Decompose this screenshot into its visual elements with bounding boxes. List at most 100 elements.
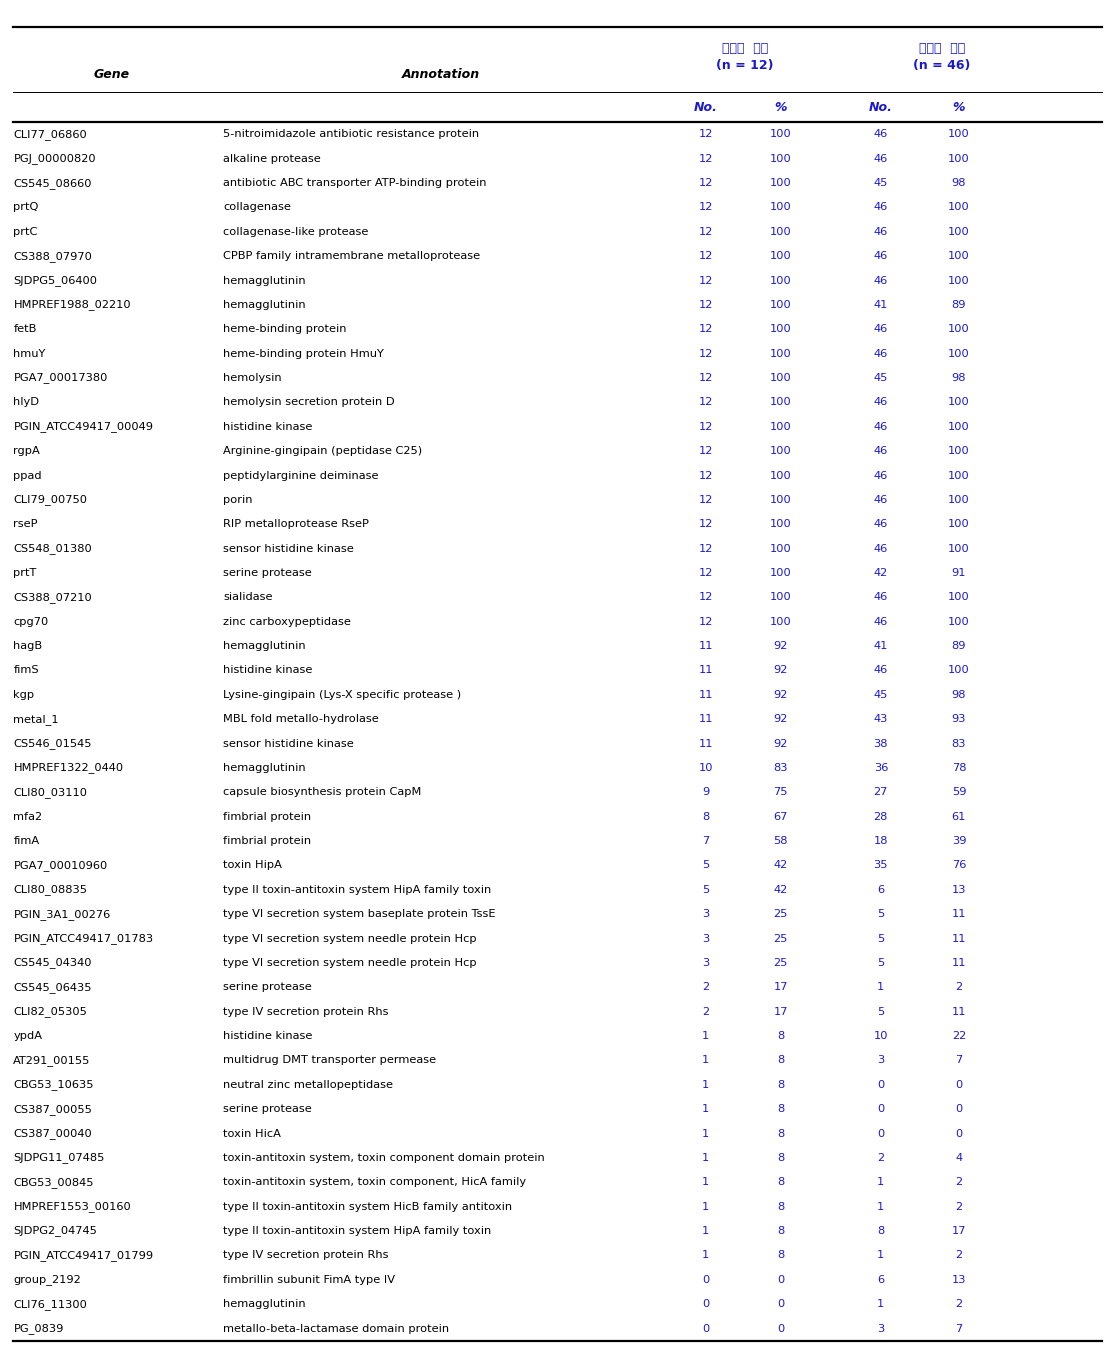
Text: 100: 100 (769, 129, 792, 140)
Text: type VI secretion system baseplate protein TssE: type VI secretion system baseplate prote… (223, 909, 495, 919)
Text: toxin HipA: toxin HipA (223, 860, 282, 870)
Text: 1: 1 (702, 1202, 709, 1212)
Text: toxin HicA: toxin HicA (223, 1129, 281, 1139)
Text: 18: 18 (873, 836, 889, 847)
Text: 5-nitroimidazole antibiotic resistance protein: 5-nitroimidazole antibiotic resistance p… (223, 129, 479, 140)
Text: 100: 100 (769, 471, 792, 480)
Text: 8: 8 (777, 1178, 784, 1187)
Text: fimA: fimA (13, 836, 39, 847)
Text: CLI79_00750: CLI79_00750 (13, 494, 87, 505)
Text: 46: 46 (874, 471, 888, 480)
Text: 45: 45 (874, 689, 888, 700)
Text: 100: 100 (948, 616, 970, 627)
Text: 100: 100 (948, 398, 970, 407)
Text: 98: 98 (951, 178, 967, 189)
Text: 100: 100 (769, 398, 792, 407)
Text: %: % (774, 100, 787, 114)
Text: 12: 12 (699, 202, 712, 213)
Text: type II toxin-antitoxin system HipA family toxin: type II toxin-antitoxin system HipA fami… (223, 1225, 492, 1236)
Text: 100: 100 (769, 300, 792, 309)
Text: 12: 12 (699, 300, 712, 309)
Text: 92: 92 (774, 738, 787, 749)
Text: 5: 5 (878, 909, 884, 919)
Text: fetB: fetB (13, 324, 37, 334)
Text: 12: 12 (699, 275, 712, 285)
Text: hemagglutinin: hemagglutinin (223, 641, 306, 651)
Text: 2: 2 (956, 1178, 962, 1187)
Text: 100: 100 (769, 593, 792, 603)
Text: histidine kinase: histidine kinase (223, 665, 312, 676)
Text: CS545_08660: CS545_08660 (13, 178, 91, 189)
Text: 93: 93 (951, 714, 967, 725)
Text: 12: 12 (699, 593, 712, 603)
Text: CBG53_10635: CBG53_10635 (13, 1079, 94, 1090)
Text: 11: 11 (698, 714, 714, 725)
Text: 12: 12 (699, 129, 712, 140)
Text: CS387_00040: CS387_00040 (13, 1128, 93, 1139)
Text: ypdA: ypdA (13, 1031, 42, 1041)
Text: fimbrial protein: fimbrial protein (223, 811, 311, 822)
Text: PGA7_00017380: PGA7_00017380 (13, 373, 108, 384)
Text: (n = 46): (n = 46) (913, 58, 971, 72)
Text: prtT: prtT (13, 569, 37, 578)
Text: 1: 1 (878, 1178, 884, 1187)
Text: metallo-beta-lactamase domain protein: metallo-beta-lactamase domain protein (223, 1323, 449, 1334)
Text: 100: 100 (948, 422, 970, 432)
Text: 8: 8 (777, 1153, 784, 1163)
Text: 0: 0 (702, 1299, 709, 1310)
Text: 2: 2 (956, 1250, 962, 1261)
Text: CS548_01380: CS548_01380 (13, 543, 93, 554)
Text: 12: 12 (699, 227, 712, 237)
Text: hemagglutinin: hemagglutinin (223, 300, 306, 309)
Text: 100: 100 (948, 129, 970, 140)
Text: 11: 11 (951, 934, 967, 943)
Text: 12: 12 (699, 398, 712, 407)
Text: 7: 7 (702, 836, 709, 847)
Text: 41: 41 (874, 300, 888, 309)
Text: 45: 45 (874, 373, 888, 383)
Text: 1: 1 (702, 1129, 709, 1139)
Text: 92: 92 (774, 714, 787, 725)
Text: Lysine-gingipain (Lys-X specific protease ): Lysine-gingipain (Lys-X specific proteas… (223, 689, 462, 700)
Text: 0: 0 (956, 1105, 962, 1114)
Text: SJDPG2_04745: SJDPG2_04745 (13, 1225, 97, 1236)
Text: 100: 100 (769, 324, 792, 334)
Text: multidrug DMT transporter permease: multidrug DMT transporter permease (223, 1056, 436, 1065)
Text: peptidylarginine deiminase: peptidylarginine deiminase (223, 471, 378, 480)
Text: 89: 89 (951, 300, 967, 309)
Text: PGIN_3A1_00276: PGIN_3A1_00276 (13, 909, 110, 920)
Text: No.: No. (694, 100, 718, 114)
Text: 100: 100 (948, 227, 970, 237)
Text: 100: 100 (948, 665, 970, 676)
Text: 6: 6 (878, 1274, 884, 1285)
Text: hagB: hagB (13, 641, 42, 651)
Text: 12: 12 (699, 544, 712, 554)
Text: 83: 83 (951, 738, 967, 749)
Text: rgpA: rgpA (13, 446, 40, 456)
Text: 12: 12 (699, 520, 712, 529)
Text: 46: 46 (874, 520, 888, 529)
Text: 3: 3 (878, 1056, 884, 1065)
Text: 100: 100 (948, 544, 970, 554)
Text: 8: 8 (777, 1105, 784, 1114)
Text: 1: 1 (702, 1031, 709, 1041)
Text: hemagglutinin: hemagglutinin (223, 275, 306, 285)
Text: 100: 100 (948, 446, 970, 456)
Text: No.: No. (869, 100, 893, 114)
Text: capsule biosynthesis protein CapM: capsule biosynthesis protein CapM (223, 787, 421, 798)
Text: 46: 46 (874, 398, 888, 407)
Text: PG_0839: PG_0839 (13, 1323, 64, 1334)
Text: 8: 8 (702, 811, 709, 822)
Text: hemagglutinin: hemagglutinin (223, 1299, 306, 1310)
Text: 12: 12 (699, 373, 712, 383)
Text: 12: 12 (699, 153, 712, 164)
Text: serine protease: serine protease (223, 982, 312, 992)
Text: 3: 3 (702, 909, 709, 919)
Text: 5: 5 (702, 885, 709, 894)
Text: 100: 100 (948, 324, 970, 334)
Text: 41: 41 (874, 641, 888, 651)
Text: 25: 25 (774, 909, 787, 919)
Text: SJDPG5_06400: SJDPG5_06400 (13, 275, 97, 286)
Text: kgp: kgp (13, 689, 35, 700)
Text: %: % (952, 100, 966, 114)
